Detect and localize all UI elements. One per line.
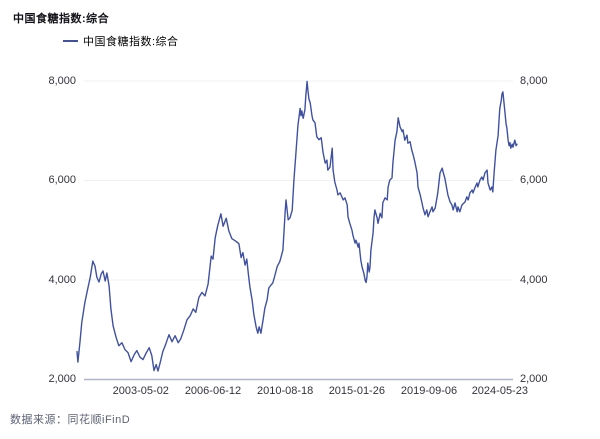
- legend-item[interactable]: 中国食糖指数:综合: [63, 33, 179, 49]
- x-tick-label: 2010-08-18: [256, 385, 314, 397]
- data-source-note: 数据来源：同花顺iFinD: [10, 414, 131, 426]
- y-tick-label-right: 8,000: [520, 74, 548, 87]
- grid-lines: [84, 80, 513, 381]
- y-tick-label-left: 4,000: [48, 273, 76, 286]
- y-tick-label-right: 2,000: [520, 373, 548, 385]
- x-tick-label: 2019-09-06: [400, 385, 458, 397]
- legend-label: 中国食糖指数:综合: [83, 36, 179, 48]
- y-tick-label-right: 4,000: [520, 273, 548, 286]
- x-tick-label: 2015-01-26: [328, 385, 385, 397]
- x-tick-label: 2024-05-23: [471, 385, 528, 397]
- legend-line-marker-icon: [63, 40, 78, 42]
- x-tick-label: 2006-06-12: [184, 385, 242, 397]
- y-tick-label-left: 2,000: [48, 373, 76, 385]
- x-tick-label: 2003-05-02: [112, 385, 169, 397]
- page-title: 中国食糖指数:综合: [13, 13, 110, 25]
- y-tick-label-right: 6,000: [520, 174, 548, 186]
- series-line: [76, 80, 518, 372]
- y-tick-label-left: 6,000: [48, 174, 76, 186]
- y-tick-label-left: 8,000: [48, 74, 76, 87]
